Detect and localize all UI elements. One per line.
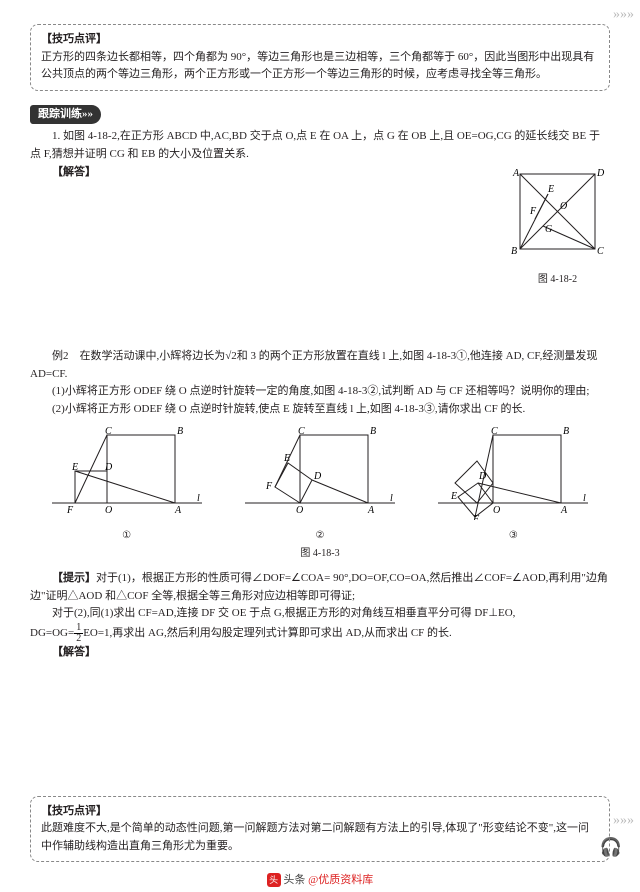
svg-text:B: B	[511, 246, 517, 257]
svg-text:O: O	[105, 505, 112, 516]
hint-line2b: DG=OG=12EO=1,再求出 AG,然后利用勾股定理列式计算即可求出 AD,…	[30, 623, 610, 644]
question-1: 1. 如图 4-18-2,在正方形 ABCD 中,AC,BD 交于点 O,点 E…	[30, 128, 610, 348]
subfig-2: C B D E F O Al ②	[240, 425, 400, 545]
hint-block: 【提示】对于(1)，根据正方形的性质可得∠DOF=∠COA= 90°,DO=OF…	[30, 570, 610, 661]
fig-caption-1: 图 4-18-2	[505, 272, 610, 288]
square-diagram: A D B C OE FG	[505, 164, 610, 264]
figure-4-18-2: A D B C OE FG 图 4-18-2	[505, 164, 610, 289]
svg-text:O: O	[296, 505, 303, 516]
svg-text:O: O	[560, 201, 567, 212]
svg-text:B: B	[177, 426, 183, 437]
svg-text:A: A	[512, 168, 520, 179]
svg-text:F: F	[66, 505, 74, 516]
track-heading: 跟踪训练»»	[30, 105, 101, 125]
hint-label: 【提示】	[52, 572, 96, 584]
svg-text:l: l	[583, 493, 586, 504]
svg-text:E: E	[450, 491, 457, 502]
top-tip-box: 【技巧点评】 正方形的四条边长都相等，四个角都为 90°，等边三角形也是三边相等…	[30, 24, 610, 91]
svg-text:B: B	[563, 426, 569, 437]
svg-text:O: O	[493, 505, 500, 516]
sub1: ①	[47, 528, 207, 544]
ex2-p1: (1)小辉将正方形 ODEF 绕 O 点逆时针旋转一定的角度,如图 4-18-3…	[30, 383, 610, 401]
bottom-tip-label: 【技巧点评】	[41, 805, 107, 817]
svg-text:F: F	[472, 514, 480, 520]
top-tip-label: 【技巧点评】	[41, 33, 107, 45]
hint-l2-pre: DG=OG=	[30, 627, 74, 639]
svg-text:l: l	[390, 493, 393, 504]
top-tip-text: 正方形的四条边长都相等，四个角都为 90°，等边三角形也是三边相等，三个角都等于…	[41, 49, 599, 84]
bottom-tip-text: 此题难度不大,是个简单的动态性问题,第一问解题方法对第二问解题有方法上的引导,体…	[41, 820, 599, 855]
svg-text:G: G	[545, 224, 552, 235]
ex2-p2: (2)小辉将正方形 ODEF 绕 O 点逆时针旋转,使点 E 旋转至直线 l 上…	[30, 401, 610, 419]
svg-text:A: A	[367, 505, 375, 516]
fig-caption-2: 图 4-18-3	[30, 546, 610, 562]
subfig-3: C B D E F O Al ③	[433, 425, 593, 545]
hint-l2-post: EO=1,再求出 AG,然后利用勾股定理列式计算即可求出 AD,从而求出 CF …	[83, 627, 452, 639]
svg-text:F: F	[529, 206, 537, 217]
svg-text:A: A	[174, 505, 182, 516]
hint-line2a: 对于(2),同(1)求出 CF=AD,连接 DF 交 OE 于点 G,根据正方形…	[30, 605, 610, 623]
svg-text:C: C	[597, 246, 604, 257]
figure-4-18-3: C B E D F O Al ① C B D E F O Al	[30, 425, 610, 545]
svg-text:B: B	[370, 426, 376, 437]
svg-text:D: D	[104, 462, 113, 473]
svg-text:E: E	[71, 462, 78, 473]
example-2: 例2 在数学活动课中,小辉将边长为√2和 3 的两个正方形放置在直线 l 上,如…	[30, 348, 610, 562]
subfig-1: C B E D F O Al ①	[47, 425, 207, 545]
hint-l1: 对于(1)，根据正方形的性质可得∠DOF=∠COA= 90°,DO=OF,CO=…	[30, 572, 608, 602]
svg-text:l: l	[197, 493, 200, 504]
svg-text:C: C	[491, 426, 498, 437]
svg-text:C: C	[298, 426, 305, 437]
ex2-lead: 例2 在数学活动课中,小辉将边长为√2和 3 的两个正方形放置在直线 l 上,如…	[30, 348, 610, 383]
svg-text:F: F	[265, 481, 273, 492]
svg-text:A: A	[560, 505, 568, 516]
footer-brand: 头条	[283, 874, 305, 886]
svg-text:E: E	[547, 184, 554, 195]
q1-text: 1. 如图 4-18-2,在正方形 ABCD 中,AC,BD 交于点 O,点 E…	[30, 128, 610, 163]
sub2: ②	[240, 528, 400, 544]
hint-line1: 【提示】对于(1)，根据正方形的性质可得∠DOF=∠COA= 90°,DO=OF…	[30, 570, 610, 605]
deco-top: »»»	[613, 4, 634, 26]
hint-answer-label: 【解答】	[30, 644, 610, 662]
svg-text:C: C	[105, 426, 112, 437]
page-footer: 头 头条 @优质资料库	[0, 872, 640, 890]
brand-icon: 头	[267, 873, 281, 887]
footer-at: @优质资料库	[308, 874, 373, 886]
sub3: ③	[433, 528, 593, 544]
svg-text:E: E	[283, 453, 290, 464]
deco-bot: »»»	[613, 810, 634, 832]
svg-text:D: D	[478, 471, 487, 482]
fraction-half: 12	[74, 623, 83, 644]
bottom-tip-box: 【技巧点评】 此题难度不大,是个简单的动态性问题,第一问解题方法对第二问解题有方…	[30, 796, 610, 863]
page-content: 【技巧点评】 正方形的四条边长都相等，四个角都为 90°，等边三角形也是三边相等…	[0, 0, 640, 882]
svg-text:D: D	[313, 471, 322, 482]
svg-text:D: D	[596, 168, 605, 179]
